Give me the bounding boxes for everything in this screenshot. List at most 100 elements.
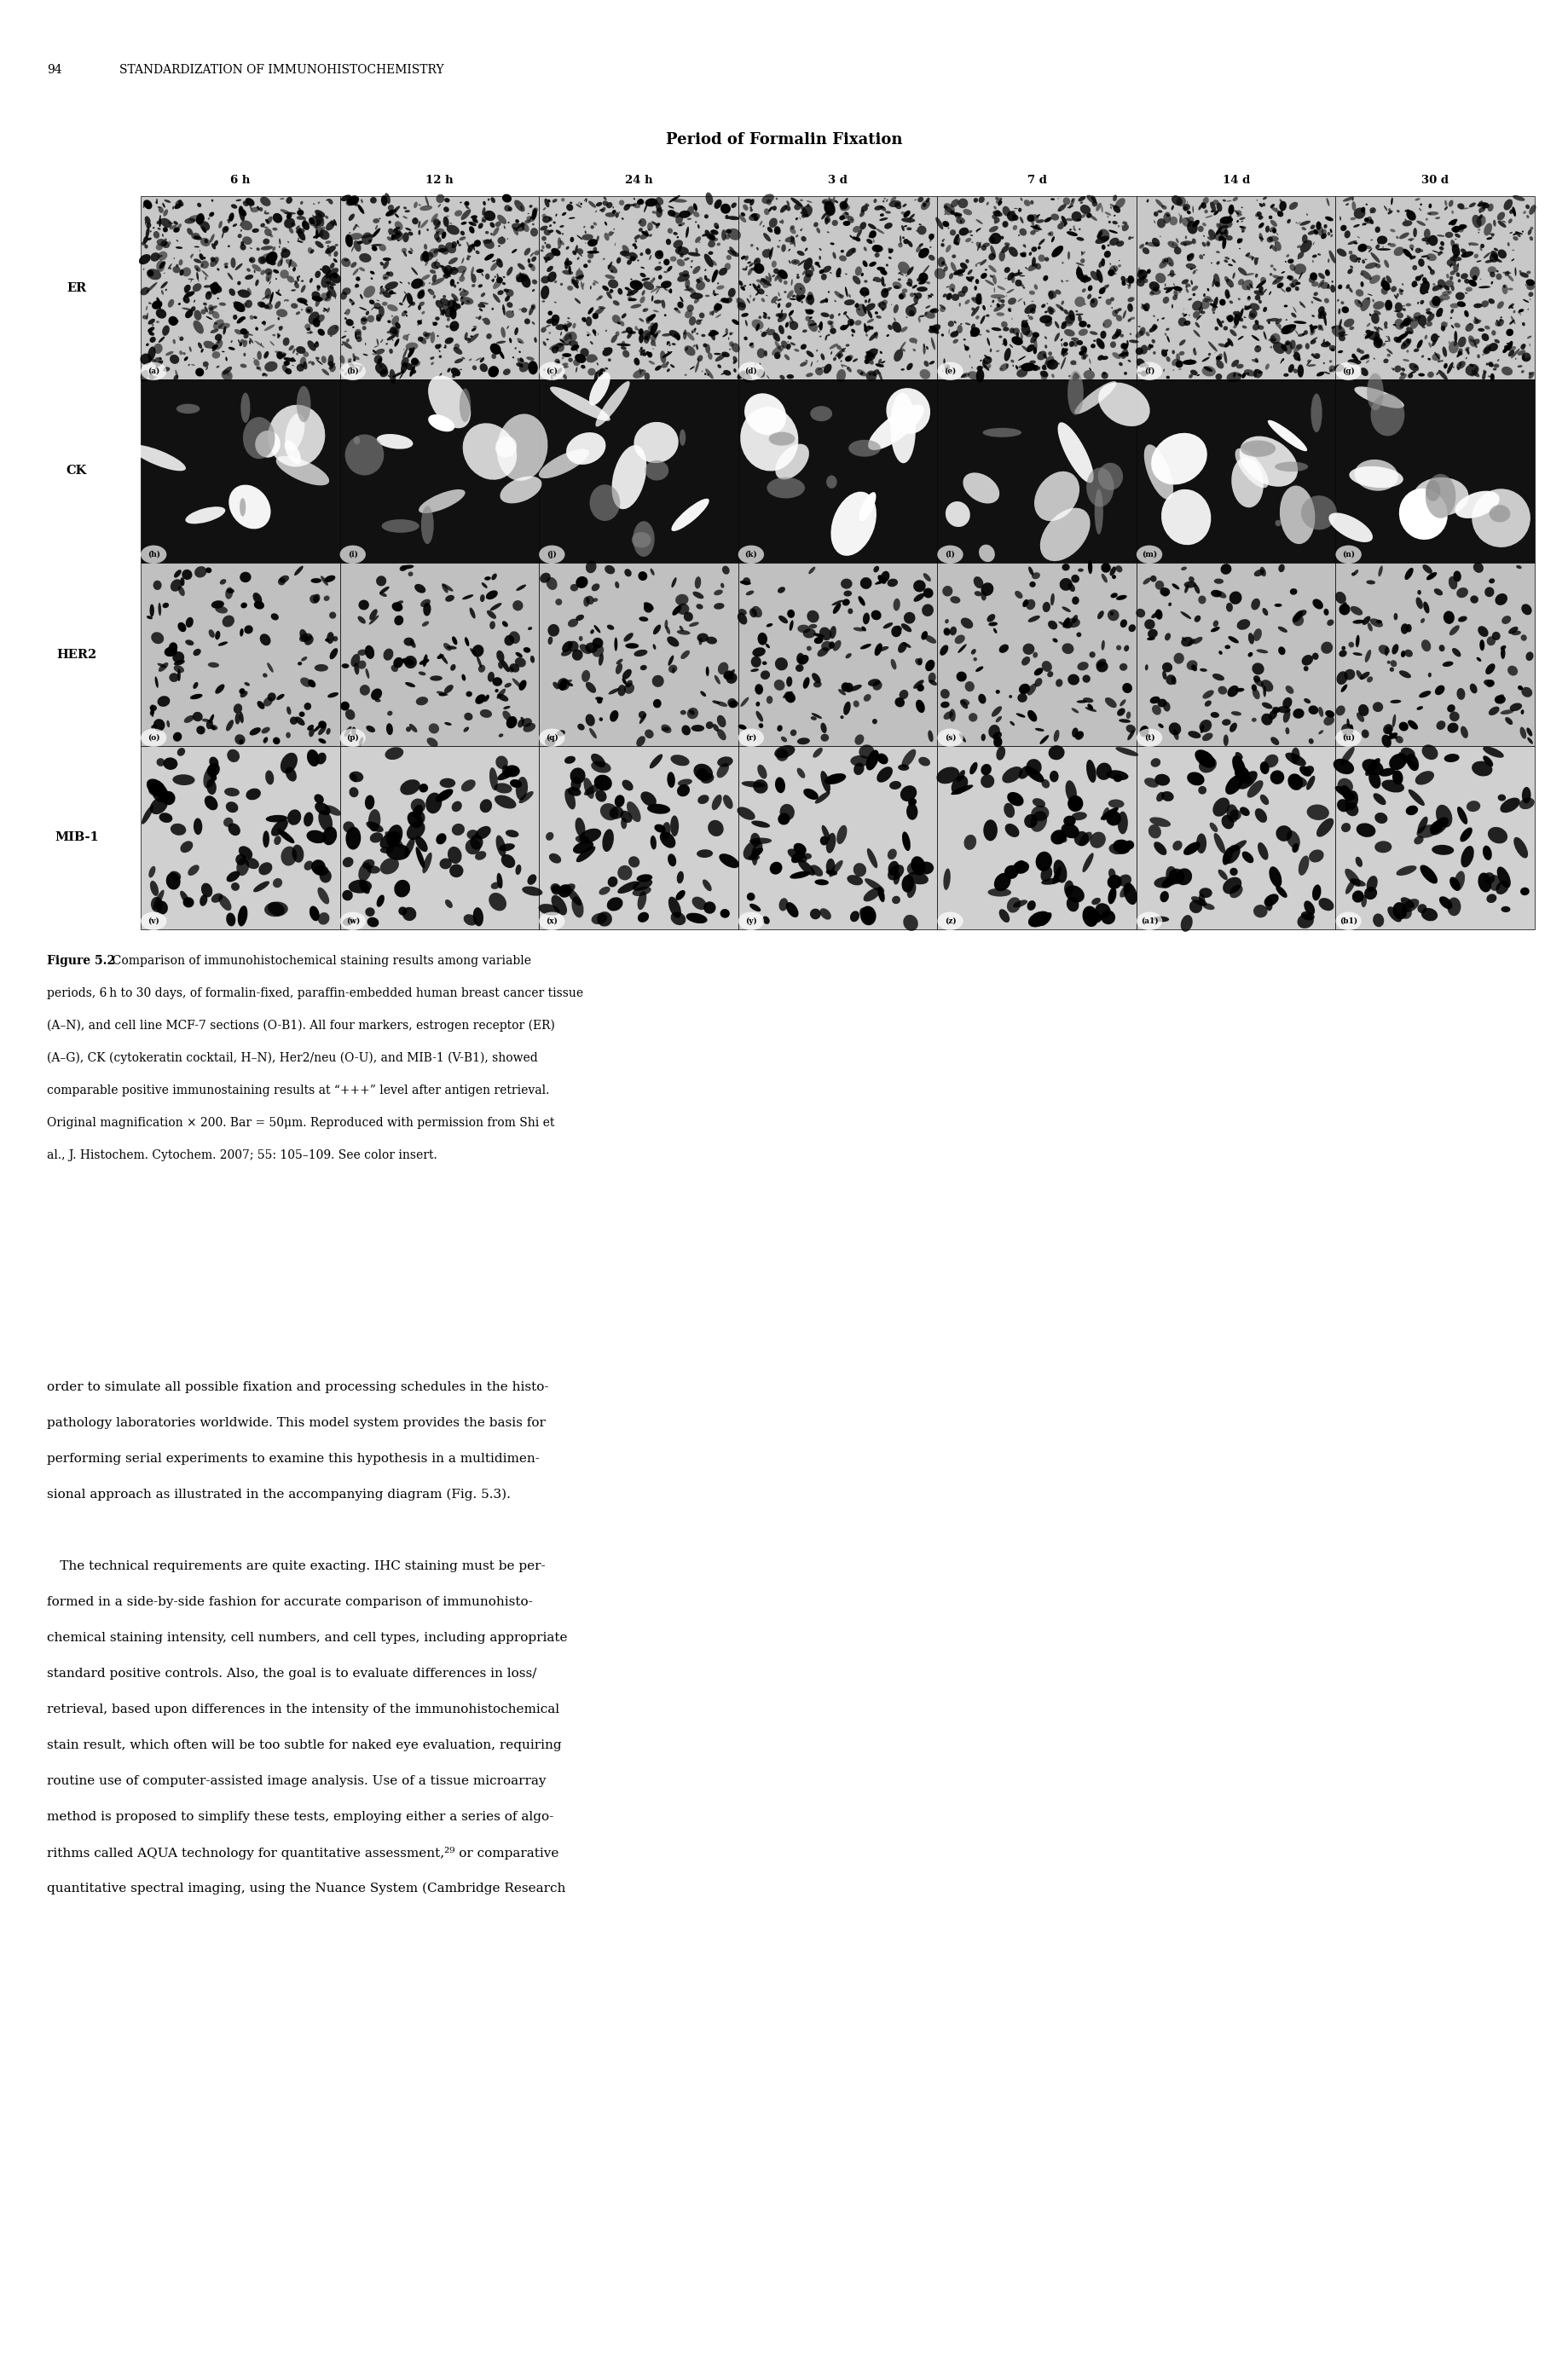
Ellipse shape [354,331,358,338]
Ellipse shape [1485,587,1494,596]
Ellipse shape [648,327,654,331]
Ellipse shape [1110,565,1116,575]
Ellipse shape [566,322,572,329]
Ellipse shape [259,861,273,875]
Bar [1137,563,1336,745]
Ellipse shape [612,270,613,272]
Ellipse shape [1060,338,1063,341]
Ellipse shape [640,272,646,277]
Ellipse shape [1259,222,1264,227]
Ellipse shape [1221,719,1231,726]
Ellipse shape [1253,629,1262,641]
Ellipse shape [691,724,704,731]
Ellipse shape [522,222,530,232]
Ellipse shape [793,842,806,854]
Ellipse shape [1038,246,1041,248]
Ellipse shape [1410,362,1419,371]
Ellipse shape [1417,589,1421,594]
Ellipse shape [1237,220,1239,222]
Ellipse shape [787,336,792,338]
Ellipse shape [193,319,204,334]
Ellipse shape [853,627,864,632]
Ellipse shape [249,726,260,736]
Ellipse shape [698,634,709,641]
Ellipse shape [967,371,978,379]
Ellipse shape [574,246,579,256]
Ellipse shape [853,864,867,878]
Ellipse shape [1187,253,1195,260]
Ellipse shape [459,274,464,282]
Ellipse shape [713,589,723,596]
Ellipse shape [1297,222,1300,225]
Text: formed in a side-by-side fashion for accurate comparison of immunohisto-: formed in a side-by-side fashion for acc… [47,1597,533,1609]
Ellipse shape [1076,731,1083,741]
Ellipse shape [481,293,485,298]
Ellipse shape [1416,277,1421,282]
Text: al., J. Histochem. Cytochem. 2007; 55: 105–109. See color insert.: al., J. Histochem. Cytochem. 2007; 55: 1… [47,1150,437,1162]
Ellipse shape [1210,201,1217,213]
Ellipse shape [624,684,635,693]
Ellipse shape [1109,220,1112,222]
Ellipse shape [379,364,383,369]
Ellipse shape [1474,253,1479,258]
Ellipse shape [944,357,946,364]
Ellipse shape [673,606,682,615]
Ellipse shape [1494,594,1507,606]
Ellipse shape [1383,360,1389,364]
Ellipse shape [928,256,935,260]
Ellipse shape [1414,315,1422,322]
Ellipse shape [1142,303,1148,312]
Ellipse shape [717,364,721,369]
Ellipse shape [362,232,373,244]
Ellipse shape [999,909,1010,923]
Text: CK: CK [66,466,88,478]
Ellipse shape [510,338,511,343]
Ellipse shape [1008,696,1013,698]
Ellipse shape [276,457,329,485]
Ellipse shape [345,826,361,849]
Ellipse shape [605,274,615,279]
Ellipse shape [1174,653,1184,665]
Ellipse shape [227,750,240,762]
Ellipse shape [1438,279,1446,289]
Ellipse shape [949,272,953,279]
Ellipse shape [619,251,630,256]
Ellipse shape [624,286,630,291]
Ellipse shape [1308,230,1317,234]
Ellipse shape [563,364,569,369]
Ellipse shape [143,201,144,208]
Ellipse shape [1516,565,1521,568]
Ellipse shape [375,225,378,230]
Ellipse shape [400,778,420,795]
Ellipse shape [809,324,817,327]
Ellipse shape [1159,724,1163,729]
Ellipse shape [204,795,218,809]
Ellipse shape [289,227,293,234]
Ellipse shape [278,317,279,319]
Ellipse shape [147,360,152,362]
Ellipse shape [1289,265,1295,272]
Ellipse shape [806,646,812,651]
Ellipse shape [950,263,956,272]
Ellipse shape [141,362,166,381]
Ellipse shape [354,201,358,206]
Ellipse shape [194,565,207,577]
Ellipse shape [234,300,237,303]
Ellipse shape [436,833,447,845]
Ellipse shape [1131,305,1132,308]
Ellipse shape [223,367,232,374]
Ellipse shape [994,303,1005,312]
Ellipse shape [818,270,825,274]
Ellipse shape [141,241,146,246]
Ellipse shape [1499,319,1502,322]
Ellipse shape [579,253,582,256]
Ellipse shape [823,364,831,374]
Ellipse shape [913,348,916,353]
Ellipse shape [408,251,412,253]
Ellipse shape [1341,823,1350,833]
Ellipse shape [1080,258,1085,263]
Ellipse shape [618,866,632,880]
Ellipse shape [395,322,400,329]
Ellipse shape [248,289,251,296]
Ellipse shape [1414,364,1417,369]
